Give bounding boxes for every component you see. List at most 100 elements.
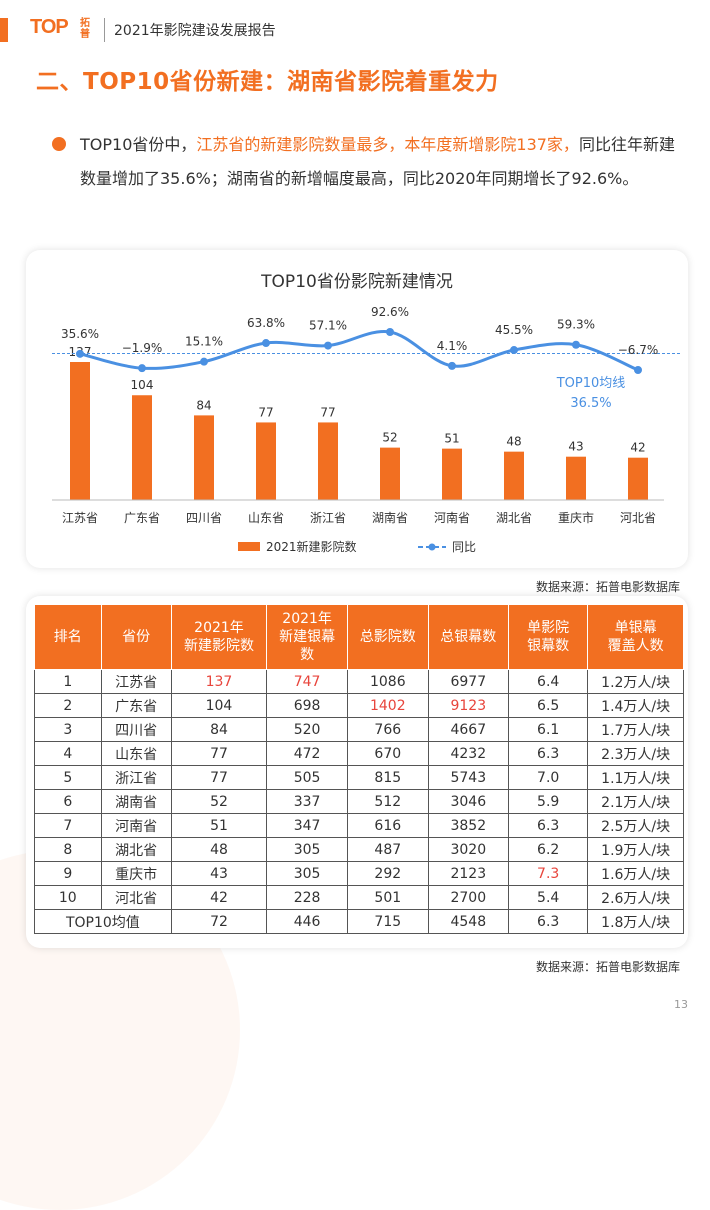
table-cell: 2.1万人/块 [587,789,684,814]
table-cell: 9123 [427,693,510,718]
average-value: 36.5% [570,396,611,411]
bar-value-label-1: 104 [131,378,154,392]
legend-line-marker [428,543,436,551]
logo-cn-text: 拓普 [80,18,90,40]
bar-4 [318,422,338,500]
yoy-point-3 [262,339,270,348]
table-cell: 446 [266,909,349,934]
table-cell: 1 [34,669,102,694]
table-cell: 137 [170,669,268,694]
bar-2 [194,415,214,500]
table-cell: 6.1 [508,717,589,742]
yoy-label-0: 35.6% [61,327,99,341]
table-cell: 5743 [427,765,510,790]
bar-value-label-6: 51 [444,432,459,446]
table-cell: 512 [347,789,429,814]
category-label-7: 湖北省 [496,510,532,525]
bar-0 [70,362,90,500]
table-cell: 766 [347,717,429,742]
bar-value-label-9: 42 [630,441,645,455]
table-cell: 2 [34,693,102,718]
table-cell: 77 [170,741,268,766]
table-cell: 6.3 [508,813,589,838]
table-cell: TOP10均值 [34,909,172,934]
table-cell: 四川省 [100,717,172,742]
chart-card: TOP10省份影院新建情况137江苏省104广东省84四川省77山东省77浙江省… [26,250,688,568]
yoy-point-9 [634,366,642,374]
table-cell: 4 [34,741,102,766]
table-cell: 52 [170,789,268,814]
table-cell: 3046 [427,789,510,814]
table-source: 数据来源：拓普电影数据库 [535,960,680,974]
bar-value-label-3: 77 [258,405,273,419]
bar-value-label-7: 48 [506,435,521,449]
table-cell: 6.4 [508,669,589,694]
yoy-label-3: 63.8% [247,316,285,330]
province-table: 排名 省份 2021年 新建影院数 2021年 新建银幕数总影院数 总银幕数 单影院 银幕数 单银… [34,604,684,934]
yoy-label-8: 59.3% [557,318,595,332]
table-cell: 江苏省 [100,669,172,694]
bar-value-label-4: 77 [320,405,335,419]
table-cell: 广东省 [100,693,172,718]
bar-value-label-5: 52 [382,431,397,445]
yoy-label-5: 92.6% [371,305,409,319]
table-cell: 河南省 [100,813,172,838]
table-cell: 7.0 [508,765,589,790]
table-cell: 43 [170,861,268,886]
table-cell: 3 [34,717,102,742]
table-cell: 6.3 [508,909,589,934]
table-cell: 2123 [427,861,510,886]
yoy-line [79,330,639,372]
yoy-point-7 [510,346,518,355]
column-header-1: 省份 [100,604,172,670]
average-label: TOP10均线 [556,376,626,391]
table-cell: 湖南省 [100,789,172,814]
logo-text: TOP [30,16,69,38]
table-cell: 305 [266,861,349,886]
table-cell: 2.3万人/块 [587,741,684,766]
table-header-row: 排名 省份 2021年 新建影院数 2021年 新建银幕数总影院数 总银幕数 单影院 银幕数 单银… [34,604,684,670]
table-row: 5 浙江省 77 505 815 5743 7.0 1.1万人/块 [34,765,684,790]
table-cell: 1086 [347,669,429,694]
legend-bar-swatch [238,542,260,551]
table-row: 9 重庆市 43 305 292 2123 7.3 1.6万人/块 [34,861,684,886]
column-header-3: 2021年 新建银幕数 [266,604,349,670]
table-row: 3 四川省 84 520 766 4667 6.1 1.7万人/块 [34,717,684,742]
table-cell: 5.9 [508,789,589,814]
table-cell: 72 [170,909,268,934]
table-cell: 6 [34,789,102,814]
table-cell: 228 [266,885,349,910]
table-cell: 2.6万人/块 [587,885,684,910]
summary-part-1: TOP10省份中， [80,135,197,154]
table-cell: 3020 [427,837,510,862]
table-cell: 1.8万人/块 [587,909,684,934]
header-divider [104,18,105,42]
table-row: 6 湖南省 52 337 512 3046 5.9 2.1万人/块 [34,789,684,814]
category-label-2: 四川省 [186,511,222,525]
table-cell: 1.1万人/块 [587,765,684,790]
category-label-1: 广东省 [124,511,160,525]
table-cell: 84 [170,717,268,742]
legend-bar-label: 2021新建影院数 [266,539,357,554]
category-label-8: 重庆市 [558,510,594,525]
column-header-4: 总影院数 [347,604,429,670]
table-cell: 1.7万人/块 [587,717,684,742]
table-cell: 505 [266,765,349,790]
yoy-point-6 [448,361,456,370]
table-cell: 湖北省 [100,837,172,862]
table-cell: 77 [170,765,268,790]
chart-source: 数据来源：拓普电影数据库 [535,580,680,594]
table-cell: 42 [170,885,268,910]
table-cell: 河北省 [100,885,172,910]
table-cell: 6.5 [508,693,589,718]
table-cell: 51 [170,813,268,838]
table-average-row: TOP10均值 72 446 715 4548 6.3 1.8万人/块 [34,909,684,934]
section-title: 二、TOP10省份新建：湖南省影院着重发力 [36,69,499,95]
yoy-point-1 [138,364,146,373]
bar-6 [442,448,462,500]
summary-part-3: 同比往年新建数量增加了35.6%；湖南省的新增幅度最高，同比2020年同期增长了… [80,135,675,188]
table-row: 8 湖北省 48 305 487 3020 6.2 1.9万人/块 [34,837,684,862]
bullet-dot [52,137,66,151]
column-header-0: 排名 [34,604,102,670]
table-cell: 48 [170,837,268,862]
